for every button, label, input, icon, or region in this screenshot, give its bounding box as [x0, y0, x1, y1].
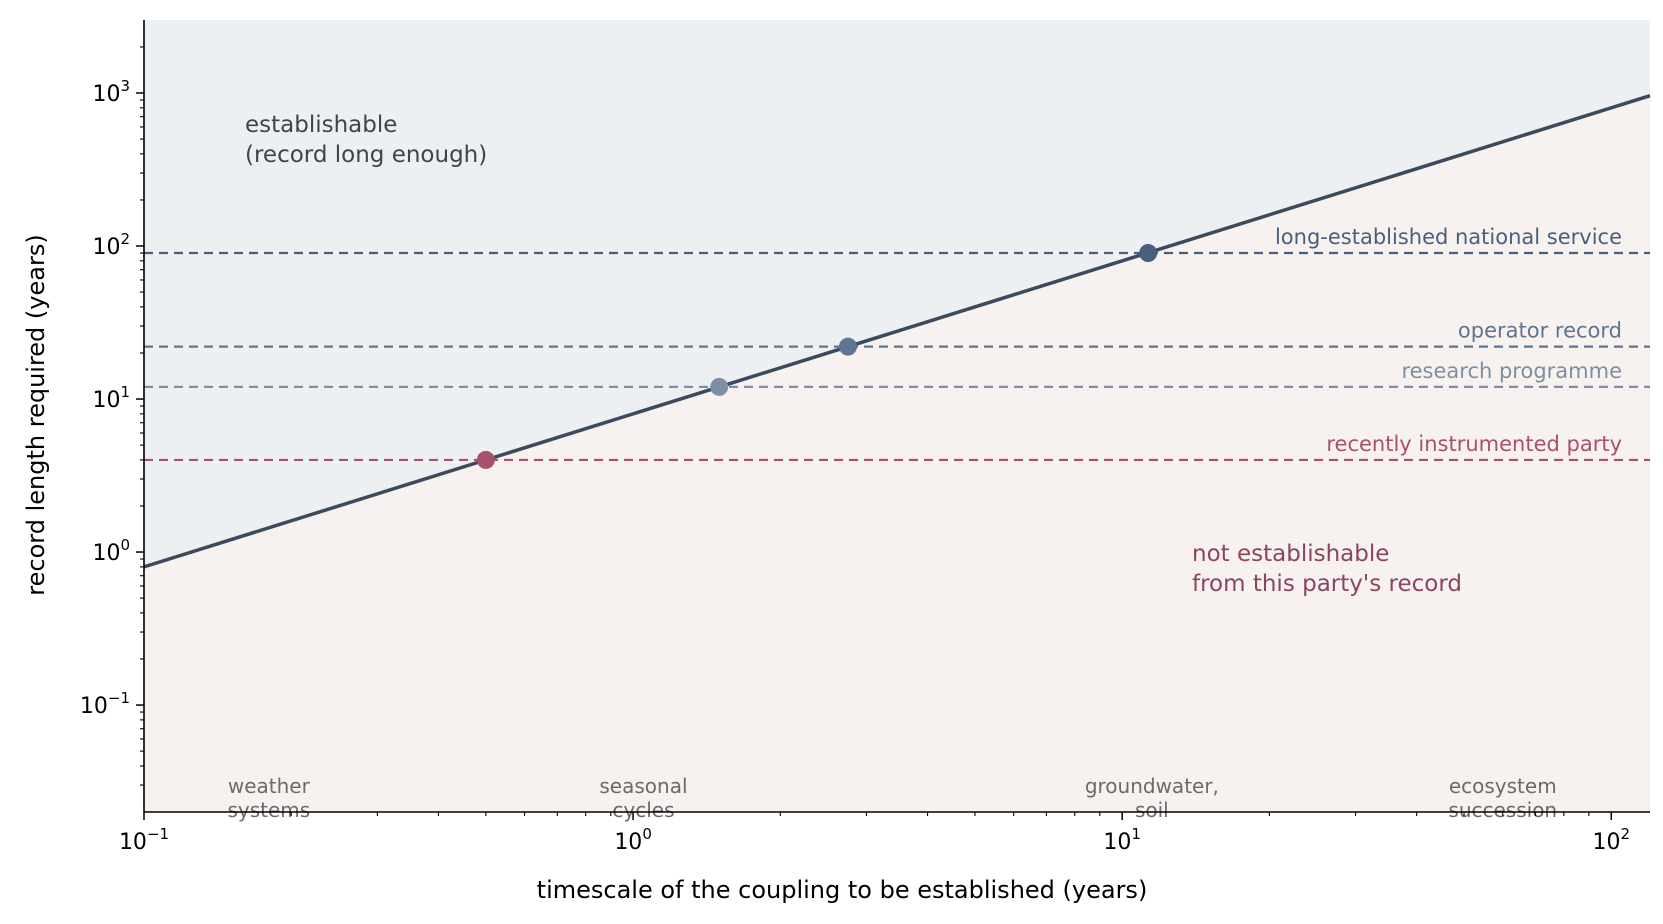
boundary-line: [143, 94, 1651, 569]
intersection-point-2: [710, 377, 729, 396]
intersection-point-1: [838, 337, 857, 356]
y-tick-label-0: 10−1: [80, 689, 130, 719]
reference-label-1: operator record: [1458, 319, 1622, 343]
y-axis-title: record length required (years): [22, 234, 50, 595]
reference-lines: [144, 251, 1650, 462]
region-fills: [144, 20, 1650, 813]
category-label-1-line2: cycles: [612, 798, 674, 822]
intersection-points: [476, 244, 1158, 469]
x-tick-label-3: 102: [1592, 825, 1630, 855]
intersection-point-3: [476, 450, 495, 469]
region-label-1-line1: not establishable: [1192, 541, 1389, 567]
category-label-3-line1: ecosystem: [1449, 774, 1557, 798]
chart-text: long-established national service operato…: [227, 112, 1622, 822]
x-tick-label-2: 101: [1103, 825, 1141, 855]
axes: 10−1 100 101 102 10−1 100 101 102 103: [80, 20, 1650, 855]
y-tick-label-2: 101: [92, 383, 130, 413]
y-tick-label-3: 102: [92, 230, 130, 260]
region-fill-establishable: [144, 20, 1650, 567]
reference-label-3: recently instrumented party: [1326, 432, 1622, 456]
y-tick-label-1: 100: [92, 536, 130, 566]
region-label-0-line2: (record long enough): [245, 142, 487, 168]
boundary-line-layer: [143, 94, 1651, 569]
x-axis-title: timescale of the coupling to be establis…: [537, 876, 1148, 904]
region-label-0-line1: establishable: [245, 112, 397, 138]
intersection-point-0: [1139, 244, 1158, 263]
region-label-1-line2: from this party's record: [1192, 571, 1462, 597]
category-label-2-line2: soil: [1135, 798, 1169, 822]
category-label-1-line1: seasonal: [599, 774, 687, 798]
x-tick-label-1: 100: [614, 825, 652, 855]
category-label-3-line2: succession: [1448, 798, 1557, 822]
region-fill-not-establishable: [144, 95, 1650, 813]
reference-label-0: long-established national service: [1275, 225, 1622, 249]
category-label-0-line1: weather: [228, 774, 311, 798]
reference-label-2: research programme: [1401, 359, 1622, 383]
category-label-0-line2: systems: [227, 798, 310, 822]
y-tick-label-4: 103: [92, 77, 130, 107]
category-label-2-line1: groundwater,: [1085, 774, 1219, 798]
x-tick-label-0: 10−1: [119, 825, 169, 855]
